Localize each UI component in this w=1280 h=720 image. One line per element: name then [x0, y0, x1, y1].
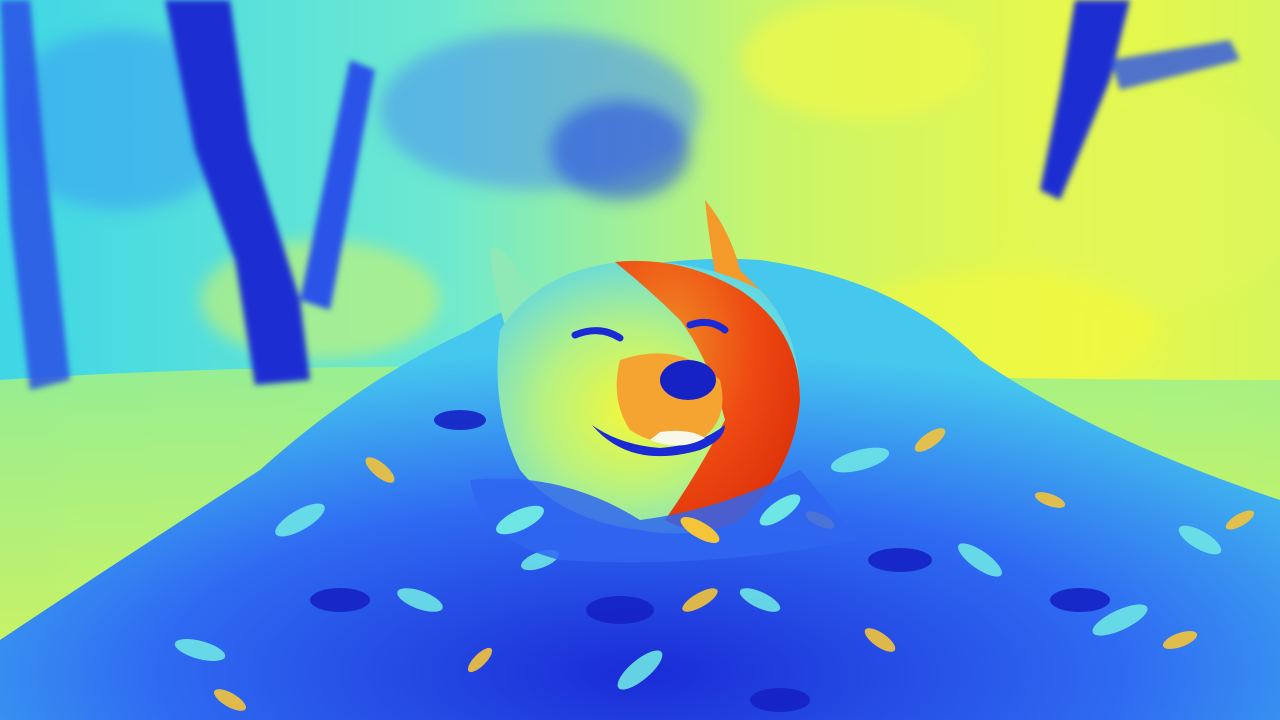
- dog-left-eye: [571, 327, 624, 342]
- dog-fur-marking: [615, 260, 800, 530]
- dog-head: [490, 200, 800, 534]
- leaf-speckles: [174, 410, 1255, 712]
- tree-trunks: [0, 0, 1240, 390]
- foreground-leaves: [470, 470, 860, 563]
- dog-mouth: [592, 425, 725, 457]
- dog-nose: [660, 360, 716, 400]
- dog-right-eye: [686, 318, 729, 334]
- dog-tongue: [650, 430, 705, 446]
